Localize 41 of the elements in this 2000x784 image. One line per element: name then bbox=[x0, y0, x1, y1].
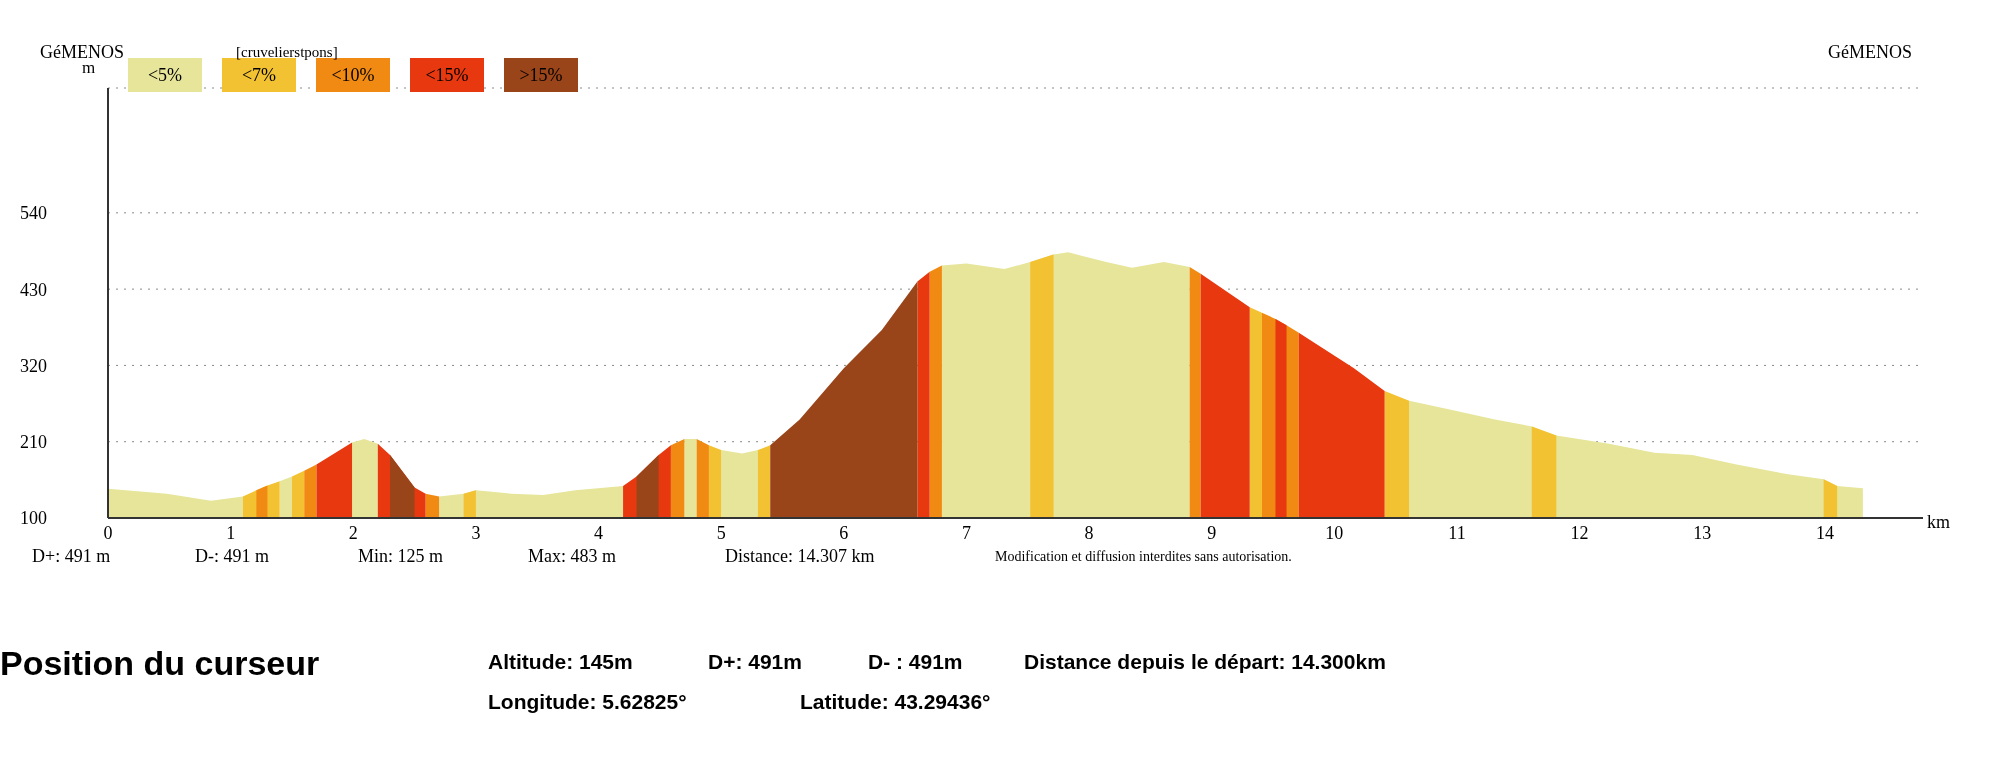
x-tick-label: 12 bbox=[1570, 522, 1589, 543]
text: GéMENOS bbox=[1828, 42, 1912, 63]
text: <15% bbox=[410, 58, 484, 92]
y-tick-label: 100 bbox=[20, 508, 47, 529]
text: D+: 491 m bbox=[32, 546, 111, 567]
text: Longitude: 5.62825° bbox=[488, 690, 687, 714]
x-tick-label: 11 bbox=[1448, 522, 1466, 543]
text: Position du curseur bbox=[0, 644, 320, 683]
text: Modification et diffusion interdites sans autorisation. bbox=[995, 549, 1292, 565]
y-tick-label: 210 bbox=[20, 432, 47, 453]
text: Distance: 14.307 km bbox=[725, 546, 875, 567]
text: Max: 483 m bbox=[528, 546, 616, 567]
x-axis-title: km bbox=[1927, 512, 1951, 533]
x-tick-label: 10 bbox=[1325, 522, 1344, 543]
text: Distance depuis le départ: 14.300km bbox=[1024, 650, 1386, 674]
x-tick-label: 7 bbox=[961, 522, 971, 543]
x-tick-label: 14 bbox=[1815, 522, 1834, 543]
y-tick-label: 540 bbox=[20, 203, 47, 224]
text: Latitude: 43.29436° bbox=[800, 690, 991, 714]
x-tick-label: 13 bbox=[1693, 522, 1712, 543]
x-tick-label: 9 bbox=[1207, 522, 1217, 543]
text: <7% bbox=[241, 64, 277, 85]
x-tick-label: 8 bbox=[1084, 522, 1094, 543]
text: >15% bbox=[504, 58, 578, 92]
text: D+: 491m bbox=[708, 650, 802, 674]
text: D- : 491m bbox=[868, 650, 963, 674]
text: Altitude: 145m bbox=[488, 650, 633, 674]
x-tick-label: 3 bbox=[471, 522, 481, 543]
y-tick-label: 320 bbox=[20, 355, 47, 376]
text: Min: 125 m bbox=[358, 546, 444, 567]
text: [cruvelierstpons] bbox=[236, 44, 338, 61]
x-tick-label: 1 bbox=[226, 522, 236, 543]
y-tick-label: 430 bbox=[20, 279, 47, 300]
x-tick-label: 0 bbox=[103, 522, 113, 543]
text: D-: 491 m bbox=[195, 546, 269, 567]
text: <10% bbox=[331, 64, 375, 85]
x-tick-label: 5 bbox=[716, 522, 726, 543]
x-tick-label: 6 bbox=[839, 522, 849, 543]
text: <5% bbox=[128, 58, 202, 92]
x-tick-label: 4 bbox=[594, 522, 604, 543]
x-tick-label: 2 bbox=[348, 522, 358, 543]
